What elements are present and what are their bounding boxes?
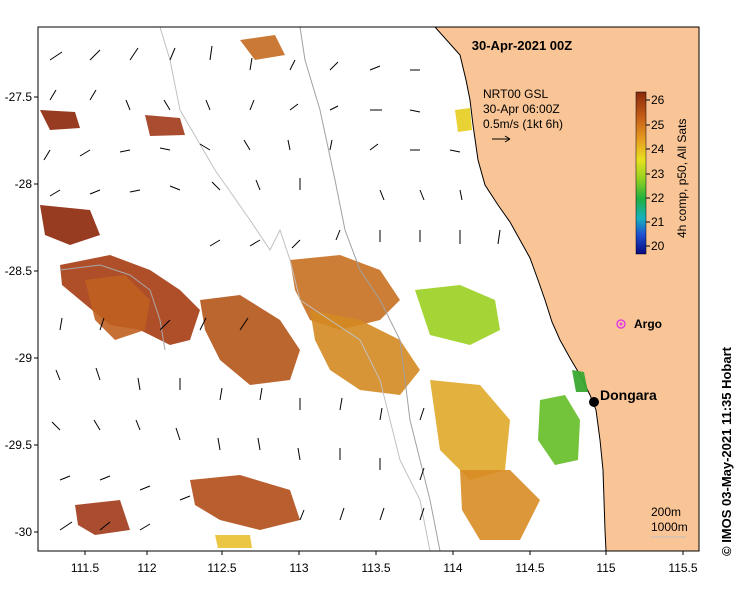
colorbar-tick-20: 20	[651, 239, 665, 253]
lon-tick-label: 114	[443, 561, 462, 575]
isobath-1000m	[159, 27, 431, 551]
plot-frame	[37, 26, 700, 552]
colorbar	[635, 91, 647, 255]
sst-patches	[40, 35, 588, 548]
current-legend-arrowhead	[504, 135, 511, 143]
isobath-legend-1000m: 1000m	[651, 520, 688, 534]
argo-marker-icon[interactable]	[616, 319, 626, 329]
land-western-australia	[434, 27, 699, 551]
isobath-legend-200m: 200m	[651, 505, 681, 519]
colorbar-tick-22: 22	[651, 191, 665, 205]
lon-tick-label: 114.5	[515, 561, 544, 575]
current-legend-line2: 30-Apr 06:00Z	[483, 102, 560, 116]
lat-tick-label: -28.5	[5, 264, 33, 278]
lon-tick-label: 112	[137, 561, 156, 575]
current-vectors	[43, 45, 501, 531]
lon-tick-label: 112.5	[207, 561, 236, 575]
dongara-label: Dongara	[600, 387, 657, 403]
current-legend-line3: 0.5m/s (1kt 6h)	[483, 117, 563, 131]
map-title: 30-Apr-2021 00Z	[472, 38, 572, 53]
colorbar-tick-21: 21	[651, 215, 665, 229]
colorbar-tick-24: 24	[651, 142, 665, 156]
credit-text: © IMOS 03-May-2021 11:35 Hobart	[719, 346, 734, 556]
lon-tick-label: 111.5	[71, 561, 100, 575]
current-legend-line1: NRT00 GSL	[483, 87, 548, 101]
lon-tick-label: 113	[289, 561, 308, 575]
lon-tick-label: 115	[596, 561, 615, 575]
colorbar-ticks	[646, 99, 650, 247]
lat-tick-label: -27.5	[5, 90, 33, 104]
isobath-200m	[299, 27, 441, 551]
lon-tick-label: 113.5	[361, 561, 390, 575]
lon-tick-marks	[84, 551, 684, 555]
dongara-marker-icon[interactable]	[589, 397, 599, 407]
lat-tick-label: -30	[15, 525, 33, 539]
argo-label: Argo	[634, 317, 662, 331]
colorbar-tick-26: 26	[651, 93, 665, 107]
lat-tick-marks	[34, 96, 38, 533]
colorbar-tick-23: 23	[651, 167, 665, 181]
lat-tick-label: -29	[15, 351, 33, 365]
colorbar-tick-25: 25	[651, 118, 665, 132]
isobath-coastal	[59, 264, 166, 351]
lat-tick-label: -29.5	[5, 438, 33, 452]
colorbar-label: 4h comp, p50, All Sats	[675, 119, 689, 238]
lat-tick-label: -28	[15, 177, 33, 191]
lon-tick-label: 115.5	[668, 561, 697, 575]
